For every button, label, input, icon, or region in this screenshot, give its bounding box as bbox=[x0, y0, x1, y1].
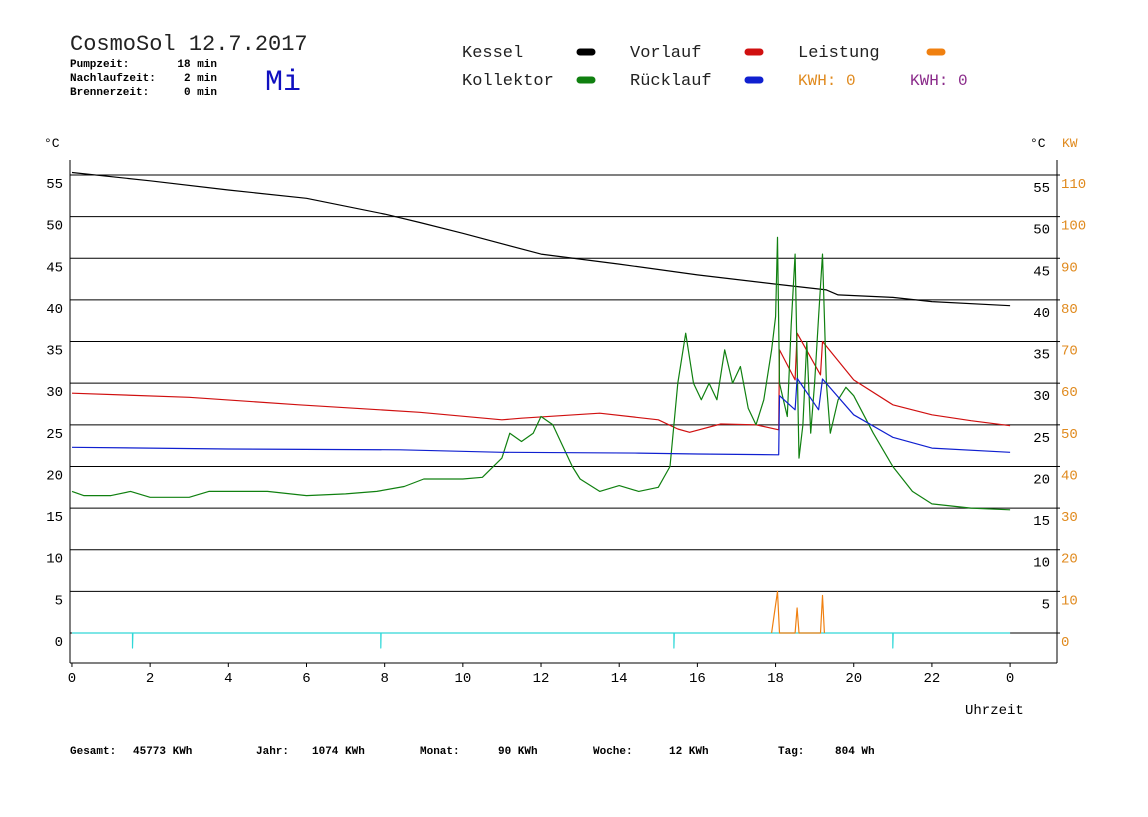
y-tick-label: 0 bbox=[55, 635, 63, 651]
y-tick-label: 35 bbox=[46, 344, 63, 360]
y-tick-label: 50 bbox=[46, 219, 63, 235]
x-tick-label: 4 bbox=[224, 671, 232, 687]
x-tick-label: 16 bbox=[689, 671, 706, 687]
kwh-label: KWH: 0 bbox=[910, 72, 968, 90]
y2-tick-label: 90 bbox=[1061, 260, 1078, 276]
x-axis-label: Uhrzeit bbox=[965, 703, 1024, 719]
legend-label: Kessel bbox=[462, 44, 523, 63]
x-tick-label: 14 bbox=[611, 671, 628, 687]
footer-value: 12 KWh bbox=[669, 746, 709, 758]
y-tick-label: 20 bbox=[46, 468, 63, 484]
x-tick-label: 10 bbox=[454, 671, 471, 687]
series-line bbox=[71, 377, 1011, 456]
y2-tick-label: 20 bbox=[1061, 552, 1078, 568]
x-tick-label: 12 bbox=[533, 671, 550, 687]
footer-label: Monat: bbox=[420, 746, 460, 758]
y-right-tick-label: 50 bbox=[1033, 223, 1050, 239]
x-tick-label: 22 bbox=[924, 671, 941, 687]
y-tick-label: 40 bbox=[46, 302, 63, 318]
y2-tick-label: 60 bbox=[1061, 385, 1078, 401]
y-axis-label: °C bbox=[44, 136, 60, 151]
y-right-tick-label: 20 bbox=[1033, 472, 1050, 488]
y-right-tick-label: 10 bbox=[1033, 556, 1050, 572]
x-tick-label: 8 bbox=[380, 671, 388, 687]
footer-label: Jahr: bbox=[256, 746, 289, 758]
footer-value: 90 KWh bbox=[498, 746, 538, 758]
y-right-tick-label: 45 bbox=[1033, 264, 1050, 280]
y2-tick-label: 10 bbox=[1061, 593, 1078, 609]
y-tick-label: 30 bbox=[46, 385, 63, 401]
y2-tick-label: 40 bbox=[1061, 468, 1078, 484]
x-tick-label: 20 bbox=[845, 671, 862, 687]
footer-label: Tag: bbox=[778, 746, 804, 758]
y-right-tick-label: 15 bbox=[1033, 514, 1050, 530]
y-right-tick-label: 25 bbox=[1033, 431, 1050, 447]
y2-tick-label: 80 bbox=[1061, 302, 1078, 318]
legend-label: Leistung bbox=[798, 44, 880, 63]
footer-value: 804 Wh bbox=[835, 746, 875, 758]
y2-tick-label: 50 bbox=[1061, 427, 1078, 443]
x-tick-label: 0 bbox=[68, 671, 76, 687]
x-tick-label: 6 bbox=[302, 671, 310, 687]
y2-tick-label: 100 bbox=[1061, 219, 1086, 235]
info-label: Pumpzeit: bbox=[70, 59, 129, 71]
y2-tick-label: 0 bbox=[1061, 635, 1069, 651]
chart-title: CosmoSol 12.7.2017 bbox=[70, 32, 308, 57]
pump-line bbox=[72, 632, 1011, 649]
y-right-tick-label: 35 bbox=[1033, 348, 1050, 364]
y-right-tick-label: 5 bbox=[1042, 597, 1050, 613]
info-value: 0 min bbox=[184, 87, 217, 99]
footer-label: Woche: bbox=[593, 746, 633, 758]
legend-label: Rücklauf bbox=[630, 72, 712, 91]
y2-tick-label: 70 bbox=[1061, 344, 1078, 360]
y-tick-label: 45 bbox=[46, 260, 63, 276]
x-tick-label: 2 bbox=[146, 671, 154, 687]
series-line bbox=[71, 236, 1011, 511]
x-tick-label: 0 bbox=[1006, 671, 1014, 687]
legend-label: Vorlauf bbox=[630, 44, 701, 63]
info-label: Brennerzeit: bbox=[70, 87, 149, 99]
y-right-tick-label: 30 bbox=[1033, 389, 1050, 405]
footer-label: Gesamt: bbox=[70, 746, 116, 758]
info-label: Nachlaufzeit: bbox=[70, 73, 156, 85]
y2-tick-label: 110 bbox=[1061, 177, 1086, 193]
y-right-axis-label: °C bbox=[1030, 136, 1046, 151]
y-tick-label: 25 bbox=[46, 427, 63, 443]
weekday: Mi bbox=[265, 66, 301, 100]
y-tick-label: 10 bbox=[46, 552, 63, 568]
kwh-label: KWH: 0 bbox=[798, 72, 856, 90]
legend-label: Kollektor bbox=[462, 72, 554, 91]
y-right-tick-label: 40 bbox=[1033, 306, 1050, 322]
footer-value: 1074 KWh bbox=[312, 746, 365, 758]
footer-value: 45773 KWh bbox=[133, 746, 192, 758]
info-value: 2 min bbox=[184, 73, 217, 85]
series-line bbox=[71, 171, 1011, 307]
y2-axis-label: KW bbox=[1062, 136, 1078, 151]
y-right-tick-label: 55 bbox=[1033, 181, 1050, 197]
y-tick-label: 5 bbox=[55, 593, 63, 609]
series-line bbox=[771, 590, 825, 634]
y2-tick-label: 30 bbox=[1061, 510, 1078, 526]
info-value: 18 min bbox=[177, 59, 217, 71]
y-tick-label: 15 bbox=[46, 510, 63, 526]
x-tick-label: 18 bbox=[767, 671, 784, 687]
y-tick-label: 55 bbox=[46, 177, 63, 193]
